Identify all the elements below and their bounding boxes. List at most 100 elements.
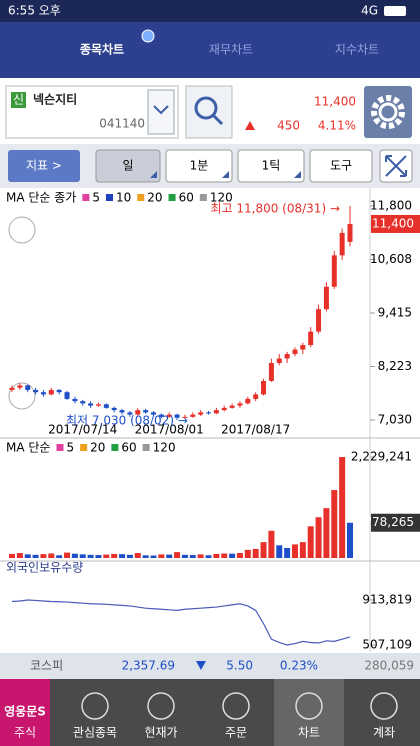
status-bar [0, 0, 420, 22]
tab-bar [0, 22, 420, 78]
indicator-label: 지표 > [26, 159, 62, 173]
volume-bar [244, 549, 251, 558]
x-tick-label: 2017/07/14 [48, 423, 117, 437]
zoom-icon[interactable] [8, 382, 36, 410]
candle-body [103, 404, 109, 408]
volume-bar [213, 553, 220, 558]
nav-label[interactable]: 차트 [298, 726, 320, 740]
down-arrow [196, 661, 206, 670]
candle-body [198, 412, 204, 415]
legend-swatch [80, 444, 88, 451]
candle-body [182, 416, 188, 418]
search-button[interactable] [185, 85, 233, 139]
nav-label[interactable]: 관심종목 [73, 726, 117, 740]
status-network: 4G [361, 4, 378, 18]
candle-body [56, 389, 62, 393]
settings-button[interactable] [364, 86, 412, 138]
legend-title: MA 단순 [6, 441, 50, 455]
up-arrow [245, 121, 255, 130]
tools-label: 도구 [330, 159, 352, 173]
zoom-icon[interactable] [8, 216, 36, 244]
volume-bar [174, 552, 181, 558]
candle-body [284, 354, 290, 359]
volume-bar [252, 548, 259, 558]
legend-swatch [137, 194, 145, 201]
nav-selected [274, 679, 344, 746]
tick-button[interactable] [237, 149, 305, 183]
index-volume: 280,059 [364, 659, 414, 673]
bottom-nav [0, 679, 420, 746]
nav-home[interactable] [0, 679, 50, 746]
candle-body [331, 255, 337, 287]
volume-bar [40, 554, 47, 558]
nav-label[interactable]: 주식 [14, 726, 36, 740]
period-label: 일 [122, 159, 133, 173]
tab[interactable]: 재무차트 [209, 43, 253, 57]
nav-icon [370, 692, 398, 720]
candle-body [261, 380, 267, 395]
index-bar [0, 653, 420, 679]
high-annotation: 최고 11,800 (08/31) → [210, 202, 340, 216]
legend-swatch [56, 444, 64, 451]
index-value: 2,357.69 [122, 659, 175, 673]
volume-bar [103, 554, 110, 558]
stock-code: 041140 [99, 117, 145, 131]
volume-bar [71, 553, 78, 558]
tools-button[interactable] [309, 149, 373, 183]
tab[interactable]: 종목차트 [80, 42, 124, 57]
candle-body [48, 389, 54, 395]
stock-name: 넥슨지티 [33, 92, 77, 107]
y-tick-label: 913,819 [362, 593, 412, 607]
nav-label[interactable]: 현재가 [144, 726, 177, 740]
legend-label: 120 [210, 191, 233, 205]
volume-bar [229, 553, 236, 558]
legend-swatch [199, 194, 207, 201]
volume-bar [315, 517, 322, 558]
nav-label[interactable]: 계좌 [373, 726, 395, 740]
y-tick-label: 11,800 [370, 199, 412, 213]
legend-swatch [111, 444, 119, 451]
gear-icon [378, 102, 398, 122]
volume-bar [236, 553, 243, 558]
tab-badge [141, 29, 155, 43]
tab[interactable]: 지수차트 [335, 43, 379, 57]
legend-swatch [142, 444, 150, 451]
index-name: 코스피 [30, 659, 63, 673]
volume-bar [268, 530, 275, 558]
legend-label: 20 [147, 191, 162, 205]
legend-swatch [106, 194, 113, 201]
volume-bar [32, 554, 39, 558]
candle-body [25, 385, 31, 390]
candle-body [300, 345, 306, 350]
nav-label[interactable]: 주문 [225, 726, 247, 740]
volume-bar [347, 522, 353, 558]
candle-body [127, 412, 133, 415]
volume-bar [142, 555, 149, 558]
volume-bar [291, 544, 298, 558]
indicator-button[interactable] [8, 150, 80, 182]
volume-bar [48, 553, 55, 558]
candle-body [190, 414, 196, 417]
holding-line [11, 599, 351, 646]
minute-button[interactable] [165, 149, 233, 183]
volume-bar [331, 490, 338, 558]
volume-bar [64, 552, 71, 558]
price: 11,400 [314, 95, 356, 109]
legend-label: 20 [90, 441, 105, 455]
nav-icon [295, 692, 323, 720]
volume-bar [79, 554, 86, 558]
candle-body [9, 387, 15, 390]
panel-title: 외국인보유수량 [6, 561, 83, 575]
last-price-box [371, 214, 420, 233]
candle-body [72, 398, 78, 402]
candle-body [276, 358, 282, 364]
legend-label: 5 [66, 441, 74, 455]
period-button[interactable] [95, 149, 161, 183]
candle-body [253, 394, 259, 399]
corner [222, 171, 229, 178]
candle-body [135, 410, 141, 415]
candle-body [308, 331, 314, 346]
legend-label: 60 [179, 191, 194, 205]
volume-bar [197, 554, 204, 558]
